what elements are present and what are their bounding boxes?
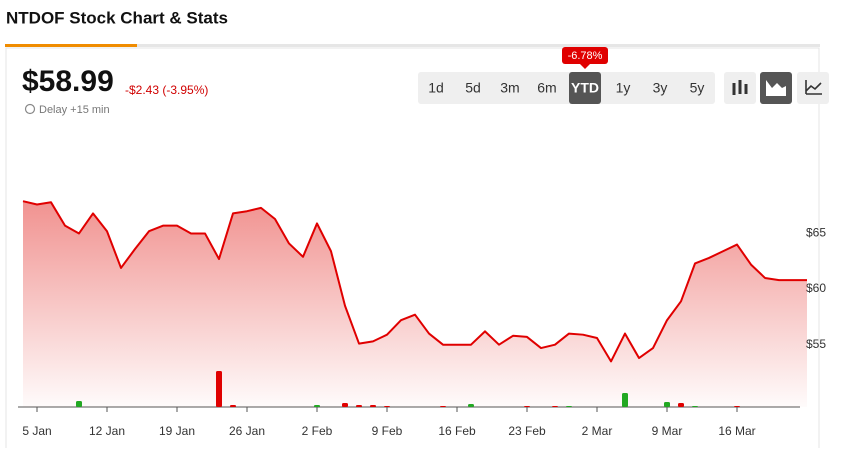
clock-icon (24, 103, 36, 115)
x-tick-label: 26 Jan (229, 424, 265, 438)
range-option[interactable]: 5d (465, 80, 481, 96)
x-tick-label: 19 Jan (159, 424, 195, 438)
x-tick-label: 12 Jan (89, 424, 125, 438)
ytd-change: -6.78% (568, 50, 603, 62)
volume-bar (440, 406, 446, 407)
price-line (22, 200, 807, 363)
volume-bar (622, 393, 628, 407)
x-tick-label: 9 Feb (372, 424, 403, 438)
range-option[interactable]: 6m (537, 80, 556, 96)
line-icon (805, 80, 822, 95)
range-option[interactable]: 3y (653, 80, 668, 96)
x-tick-label: 23 Feb (508, 424, 546, 438)
volume-bar (678, 403, 684, 407)
x-tick-label: 2 Mar (582, 424, 613, 438)
delay-note: Delay +15 min (39, 104, 110, 116)
chart-type-icons (724, 72, 829, 104)
card (5, 47, 820, 453)
range-bar (418, 72, 715, 104)
volume-bar (370, 405, 376, 407)
volume-bar (314, 405, 320, 407)
area-icon (766, 80, 786, 96)
range-option[interactable]: YTD (571, 80, 599, 96)
volume-bar (230, 405, 236, 407)
range-option[interactable]: 1y (616, 80, 631, 96)
x-tick-label: 2 Feb (302, 424, 333, 438)
y-tick-label: $60 (806, 281, 826, 295)
volume-bar (342, 403, 348, 407)
range-option[interactable]: 1d (428, 80, 444, 96)
x-tick-label: 9 Mar (652, 424, 683, 438)
volume-bar (734, 406, 740, 407)
x-tick-label: 16 Mar (718, 424, 755, 438)
y-tick-label: $55 (806, 337, 826, 351)
volume-bar (216, 371, 222, 407)
volume-bar (664, 402, 670, 407)
volume-bar (468, 404, 474, 407)
volume-bar (76, 401, 82, 407)
volume-bar (356, 405, 362, 407)
price-change: -$2.43 (-3.95%) (125, 83, 208, 97)
volume-bar (566, 406, 572, 407)
badge-arrow (580, 64, 590, 69)
volume-bar (692, 406, 698, 407)
x-tick-label: 5 Jan (22, 424, 51, 438)
range-selected (569, 72, 601, 104)
page-title: NTDOF Stock Chart & Stats (6, 8, 228, 27)
price-area (23, 201, 807, 407)
volume-bar (552, 406, 558, 407)
price: $58.99 (22, 65, 114, 98)
candle-icon (732, 80, 748, 95)
range-option[interactable]: 5y (690, 80, 705, 96)
change-badge (562, 47, 608, 64)
tab-active (5, 44, 137, 47)
volume-bar (384, 406, 390, 407)
range-option[interactable]: 3m (500, 80, 519, 96)
x-tick-label: 16 Feb (438, 424, 476, 438)
y-tick-label: $65 (806, 226, 826, 240)
tab-rule (5, 44, 820, 47)
volume-bar (524, 406, 530, 407)
